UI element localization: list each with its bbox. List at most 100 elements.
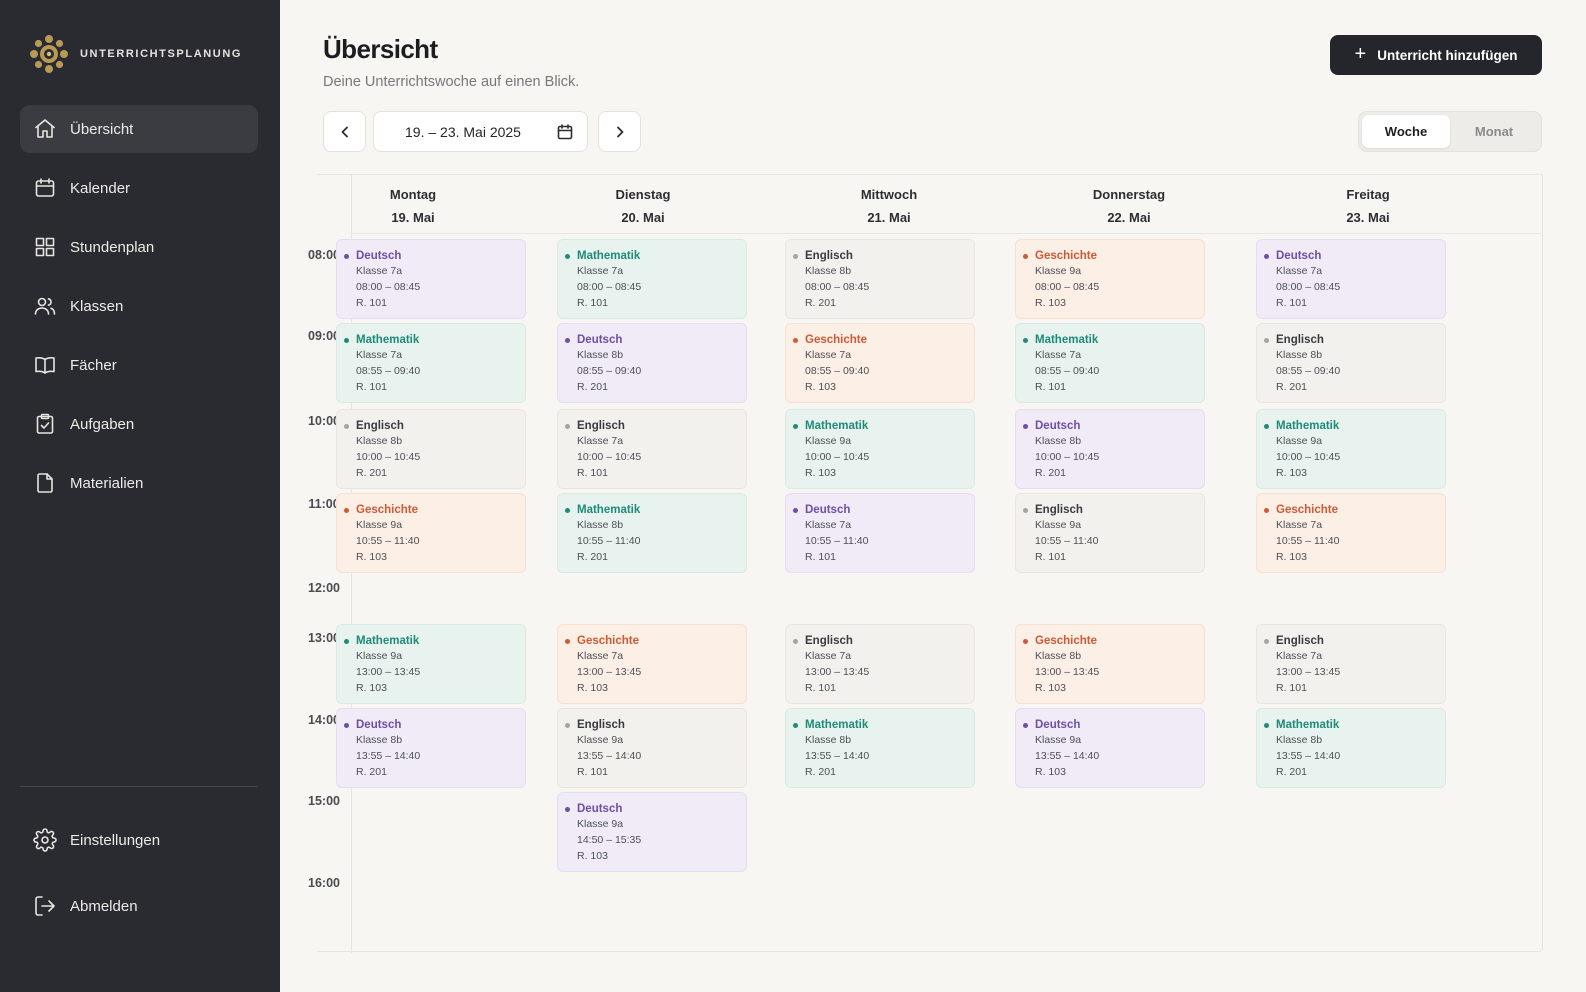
sidebar-item-aufgaben[interactable]: Aufgaben — [20, 400, 258, 448]
lesson-card[interactable]: Deutsch Klasse 8b 13:55 – 14:40 R. 201 — [336, 708, 526, 788]
sidebar-item-uebersicht[interactable]: Übersicht — [20, 105, 258, 153]
lesson-card[interactable]: Mathematik Klasse 8b 13:55 – 14:40 R. 201 — [1256, 708, 1446, 788]
lesson-card[interactable]: Englisch Klasse 7a 10:00 – 10:45 R. 101 — [557, 409, 747, 489]
calendar-icon — [35, 178, 55, 197]
lesson-time: 14:50 – 15:35 — [577, 833, 642, 846]
lesson-room: R. 103 — [1276, 550, 1307, 563]
lesson-room: R. 101 — [805, 681, 836, 694]
view-month-button[interactable]: Monat — [1474, 124, 1514, 139]
lesson-card[interactable]: Geschichte Klasse 7a 13:00 – 13:45 R. 103 — [557, 624, 747, 704]
lesson-room: R. 101 — [1276, 681, 1307, 694]
lesson-class: Klasse 7a — [577, 434, 624, 447]
sidebar-item-label: Kalender — [70, 179, 131, 197]
lesson-class: Klasse 7a — [1035, 348, 1082, 361]
lesson-time: 10:00 – 10:45 — [356, 450, 421, 463]
lesson-room: R. 201 — [805, 765, 836, 778]
lesson-card[interactable]: Geschichte Klasse 7a 10:55 – 11:40 R. 103 — [1256, 493, 1446, 573]
view-toggle: Woche Monat — [1358, 111, 1542, 152]
lesson-subject: Mathematik — [565, 504, 746, 516]
lesson-room: R. 201 — [356, 765, 387, 778]
lesson-time: 10:55 – 11:40 — [577, 534, 641, 547]
lesson-class: Klasse 7a — [1276, 649, 1323, 662]
sidebar-item-klassen[interactable]: Klassen — [20, 282, 258, 330]
lesson-card[interactable]: Deutsch Klasse 7a 08:00 – 08:45 R. 101 — [336, 239, 526, 319]
lesson-room: R. 103 — [1035, 681, 1066, 694]
lesson-room: R. 103 — [805, 380, 836, 393]
lesson-room: R. 103 — [1276, 466, 1307, 479]
lesson-subject: Deutsch — [344, 250, 525, 262]
lesson-subject: Mathematik — [344, 635, 525, 647]
lesson-room: R. 103 — [356, 550, 387, 563]
day-date: 22. Mai — [1107, 210, 1151, 225]
view-week-button[interactable]: Woche — [1362, 115, 1450, 148]
prev-week-button[interactable] — [323, 111, 366, 152]
lesson-subject: Englisch — [565, 719, 746, 731]
lesson-card[interactable]: Geschichte Klasse 8b 13:00 – 13:45 R. 103 — [1015, 624, 1205, 704]
lesson-subject: Deutsch — [565, 803, 746, 815]
lesson-card[interactable]: Deutsch Klasse 8b 10:00 – 10:45 R. 201 — [1015, 409, 1205, 489]
lesson-card[interactable]: Englisch Klasse 8b 10:00 – 10:45 R. 201 — [336, 409, 526, 489]
lesson-class: Klasse 8b — [1035, 649, 1082, 662]
lesson-class: Klasse 9a — [1035, 264, 1082, 277]
sidebar-item-abmelden[interactable]: Abmelden — [20, 882, 258, 930]
brand-logo-icon — [30, 35, 68, 73]
lesson-class: Klasse 9a — [577, 817, 624, 830]
sidebar-item-label: Einstellungen — [70, 831, 161, 849]
sidebar-item-faecher[interactable]: Fächer — [20, 341, 258, 389]
lesson-card[interactable]: Mathematik Klasse 9a 10:00 – 10:45 R. 103 — [785, 409, 975, 489]
lesson-card[interactable]: Mathematik Klasse 7a 08:00 – 08:45 R. 101 — [557, 239, 747, 319]
lesson-card[interactable]: Geschichte Klasse 7a 08:55 – 09:40 R. 103 — [785, 323, 975, 403]
lesson-time: 13:55 – 14:40 — [1276, 749, 1341, 762]
lesson-subject: Geschichte — [1023, 250, 1204, 262]
lesson-card[interactable]: Deutsch Klasse 8b 08:55 – 09:40 R. 201 — [557, 323, 747, 403]
next-week-button[interactable] — [598, 111, 641, 152]
lesson-card[interactable]: Englisch Klasse 8b 08:00 – 08:45 R. 201 — [785, 239, 975, 319]
lesson-subject: Mathematik — [1264, 420, 1445, 432]
lesson-card[interactable]: Englisch Klasse 9a 13:55 – 14:40 R. 101 — [557, 708, 747, 788]
lesson-subject: Mathematik — [793, 420, 974, 432]
lesson-room: R. 101 — [577, 296, 608, 309]
lesson-card[interactable]: Geschichte Klasse 9a 10:55 – 11:40 R. 103 — [336, 493, 526, 573]
lesson-time: 08:00 – 08:45 — [1276, 280, 1341, 293]
lesson-time: 13:55 – 14:40 — [356, 749, 421, 762]
lesson-time: 10:00 – 10:45 — [805, 450, 870, 463]
lesson-card[interactable]: Deutsch Klasse 7a 10:55 – 11:40 R. 101 — [785, 493, 975, 573]
lesson-time: 08:00 – 08:45 — [1035, 280, 1100, 293]
lesson-card[interactable]: Geschichte Klasse 9a 08:00 – 08:45 R. 103 — [1015, 239, 1205, 319]
brand[interactable]: UNTERRICHTSPLANUNG — [28, 33, 242, 75]
lesson-card[interactable]: Deutsch Klasse 9a 13:55 – 14:40 R. 103 — [1015, 708, 1205, 788]
lesson-subject: Englisch — [1264, 334, 1445, 346]
lesson-card[interactable]: Mathematik Klasse 7a 08:55 – 09:40 R. 101 — [1015, 323, 1205, 403]
lesson-card[interactable]: Mathematik Klasse 8b 13:55 – 14:40 R. 201 — [785, 708, 975, 788]
lesson-card[interactable]: Mathematik Klasse 7a 08:55 – 09:40 R. 101 — [336, 323, 526, 403]
time-label: 11:00 — [308, 497, 340, 511]
sidebar-item-einstellungen[interactable]: Einstellungen — [20, 816, 258, 864]
add-lesson-button[interactable]: + Unterricht hinzufügen — [1330, 35, 1542, 75]
lesson-card[interactable]: Englisch Klasse 9a 10:55 – 11:40 R. 101 — [1015, 493, 1205, 573]
sidebar-item-stundenplan[interactable]: Stundenplan — [20, 223, 258, 271]
lesson-subject: Deutsch — [1264, 250, 1445, 262]
lesson-room: R. 103 — [805, 466, 836, 479]
lesson-time: 10:00 – 10:45 — [1276, 450, 1341, 463]
lesson-subject: Deutsch — [1023, 719, 1204, 731]
lesson-card[interactable]: Mathematik Klasse 9a 13:00 – 13:45 R. 103 — [336, 624, 526, 704]
lesson-card[interactable]: Mathematik Klasse 9a 10:00 – 10:45 R. 103 — [1256, 409, 1446, 489]
lesson-time: 13:00 – 13:45 — [577, 665, 642, 678]
lesson-card[interactable]: Englisch Klasse 7a 13:00 – 13:45 R. 101 — [1256, 624, 1446, 704]
lesson-card[interactable]: Englisch Klasse 8b 08:55 – 09:40 R. 201 — [1256, 323, 1446, 403]
lesson-card[interactable]: Deutsch Klasse 9a 14:50 – 15:35 R. 103 — [557, 792, 747, 872]
brand-name: UNTERRICHTSPLANUNG — [80, 48, 243, 60]
lesson-card[interactable]: Englisch Klasse 7a 13:00 – 13:45 R. 101 — [785, 624, 975, 704]
lesson-class: Klasse 9a — [356, 518, 403, 531]
lesson-room: R. 201 — [805, 296, 836, 309]
lesson-card[interactable]: Mathematik Klasse 8b 10:55 – 11:40 R. 201 — [557, 493, 747, 573]
lesson-subject: Englisch — [344, 420, 525, 432]
lesson-time: 08:55 – 09:40 — [805, 364, 870, 377]
sidebar-item-kalender[interactable]: Kalender — [20, 164, 258, 212]
lesson-subject: Englisch — [565, 420, 746, 432]
lesson-time: 13:55 – 14:40 — [577, 749, 642, 762]
lesson-subject: Deutsch — [793, 504, 974, 516]
sidebar-item-materialien[interactable]: Materialien — [20, 459, 258, 507]
lesson-card[interactable]: Deutsch Klasse 7a 08:00 – 08:45 R. 101 — [1256, 239, 1446, 319]
date-range-picker[interactable]: 19. – 23. Mai 2025 — [373, 111, 588, 152]
